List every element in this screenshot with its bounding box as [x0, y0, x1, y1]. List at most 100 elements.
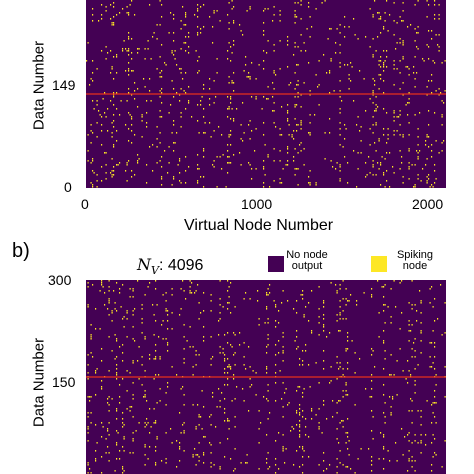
- spike-cell: [222, 306, 224, 308]
- spike-cell: [375, 50, 377, 52]
- spike-cell: [243, 132, 245, 134]
- spike-cell: [113, 6, 115, 8]
- spike-cell: [302, 290, 304, 292]
- spike-cell: [159, 72, 161, 74]
- spike-cell: [249, 8, 251, 10]
- spike-cell: [434, 298, 436, 300]
- spike-cell: [218, 320, 220, 322]
- spike-cell: [387, 450, 389, 452]
- spike-cell: [444, 396, 446, 398]
- spike-cell: [383, 64, 385, 66]
- spike-cell: [428, 58, 430, 60]
- spike-cell: [90, 124, 92, 126]
- spike-cell: [402, 40, 404, 42]
- spike-cell: [408, 150, 410, 152]
- spike-cell: [275, 364, 277, 366]
- spike-cell: [123, 450, 125, 452]
- spike-cell: [345, 350, 347, 352]
- spike-cell: [95, 328, 97, 330]
- spike-cell: [95, 460, 97, 462]
- spike-cell: [438, 88, 440, 90]
- spike-cell: [116, 14, 118, 16]
- spike-cell: [156, 162, 158, 164]
- spike-cell: [227, 384, 229, 386]
- spike-cell: [155, 320, 157, 322]
- spike-cell: [305, 350, 307, 352]
- spike-cell: [407, 26, 409, 28]
- spike-cell: [260, 422, 262, 424]
- spike-cell: [200, 312, 202, 314]
- spike-cell: [273, 102, 275, 104]
- spike-cell: [380, 162, 382, 164]
- spike-cell: [429, 356, 431, 358]
- spike-cell: [387, 134, 389, 136]
- spike-cell: [203, 116, 205, 118]
- spike-cell: [116, 56, 118, 58]
- spike-cell: [282, 168, 284, 170]
- spike-cell: [275, 304, 277, 306]
- spike-cell: [266, 398, 268, 400]
- spike-cell: [95, 372, 97, 374]
- spike-cell: [414, 78, 416, 80]
- spike-cell: [108, 302, 110, 304]
- spike-cell: [195, 350, 197, 352]
- spike-cell: [230, 344, 232, 346]
- spike-cell: [411, 466, 413, 468]
- spike-cell: [408, 74, 410, 76]
- spike-cell: [417, 144, 419, 146]
- spike-cell: [420, 340, 422, 342]
- spike-cell: [171, 184, 173, 186]
- spike-cell: [216, 72, 218, 74]
- spike-cell: [134, 308, 136, 310]
- spike-cell: [408, 324, 410, 326]
- spike-cell: [339, 90, 341, 92]
- spike-cell: [128, 12, 130, 14]
- spike-cell: [135, 430, 137, 432]
- spike-cell: [233, 118, 235, 120]
- spike-cell: [414, 164, 416, 166]
- spike-cell: [188, 46, 190, 48]
- spike-cell: [171, 294, 173, 296]
- spike-cell: [116, 410, 118, 412]
- spike-cell: [282, 406, 284, 408]
- spike-cell: [336, 292, 338, 294]
- spike-cell: [299, 424, 301, 426]
- spike-cell: [119, 396, 121, 398]
- spike-cell: [441, 334, 443, 336]
- spike-cell: [294, 174, 296, 176]
- spike-cell: [321, 432, 323, 434]
- spike-cell: [282, 450, 284, 452]
- spike-cell: [333, 90, 335, 92]
- spike-cell: [425, 434, 427, 436]
- spike-cell: [267, 384, 269, 386]
- spike-cell: [174, 50, 176, 52]
- spike-cell: [293, 160, 295, 162]
- spike-cell: [122, 8, 124, 10]
- spike-cell: [387, 306, 389, 308]
- spike-cell: [339, 122, 341, 124]
- spike-cell: [414, 380, 416, 382]
- spike-cell: [227, 418, 229, 420]
- spike-cell: [300, 4, 302, 6]
- spike-cell: [330, 160, 332, 162]
- spike-cell: [146, 126, 148, 128]
- spike-cell: [365, 176, 367, 178]
- spike-cell: [339, 112, 341, 114]
- spike-cell: [122, 284, 124, 286]
- spike-cell: [300, 50, 302, 52]
- spike-cell: [141, 308, 143, 310]
- spike-cell: [428, 110, 430, 112]
- spike-cell: [245, 462, 247, 464]
- spike-cell: [426, 134, 428, 136]
- spike-cell: [267, 318, 269, 320]
- spike-cell: [249, 78, 251, 80]
- spike-cell: [414, 114, 416, 116]
- spike-cell: [216, 10, 218, 12]
- spike-cell: [197, 10, 199, 12]
- spike-cell: [435, 422, 437, 424]
- spike-cell: [417, 364, 419, 366]
- spike-cell: [188, 100, 190, 102]
- spike-cell: [101, 50, 103, 52]
- spike-cell: [113, 16, 115, 18]
- spike-cell: [156, 402, 158, 404]
